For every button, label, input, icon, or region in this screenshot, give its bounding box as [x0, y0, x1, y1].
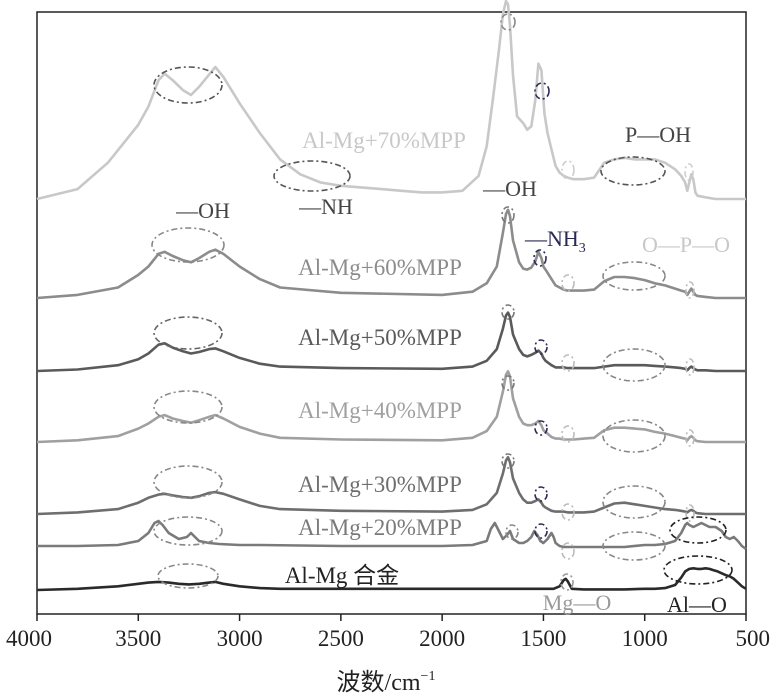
annotation-al-o: Al—O [667, 592, 727, 617]
peak-marker-ellipse-10 [602, 261, 666, 291]
x-axis-title: 波数/cm−1 [337, 669, 436, 696]
annotation-mg-o: Mg—O [543, 590, 611, 615]
peak-marker-ellipse-38 [663, 555, 733, 585]
peak-marker-ellipse-17 [561, 354, 575, 372]
x-axis-tick-labels: 4000 3500 3000 2500 2000 1500 1000 500 [6, 626, 770, 651]
x-tick-label-2500: 2500 [318, 626, 364, 651]
peak-marker-ellipse-11 [561, 274, 575, 292]
series-label-20: Al-Mg+20%MPP [298, 515, 462, 540]
peak-marker-ellipse-21 [534, 420, 548, 436]
series-label-alloy: Al-Mg 合金 [285, 563, 399, 588]
annotation-o-p-o: O—P—O [642, 232, 730, 257]
series-label-70: Al-Mg+70%MPP [302, 128, 466, 153]
peak-marker-ellipse-3 [600, 156, 666, 186]
series-label-50: Al-Mg+50%MPP [298, 325, 462, 350]
peak-marker-ellipse-27 [534, 486, 548, 502]
peak-marker-ellipse-2 [534, 82, 550, 100]
peak-marker-ellipse-25 [153, 465, 223, 499]
series-line-0 [36, 0, 746, 201]
annotation-oh-2: —OH [175, 198, 230, 223]
x-tick-label-1000: 1000 [622, 626, 668, 651]
x-axis-ticks [36, 614, 747, 621]
peak-marker-ellipse-1 [500, 13, 516, 31]
peak-marker-ellipse-4 [273, 160, 351, 192]
peak-marker-ellipse-9 [533, 249, 547, 267]
x-tick-label-4000: 4000 [6, 626, 52, 651]
peak-marker-ellipse-23 [561, 425, 575, 443]
series-label-60: Al-Mg+60%MPP [298, 255, 462, 280]
peak-marker-ellipse-19 [153, 390, 223, 424]
x-axis-title-sup: −1 [421, 669, 436, 684]
peak-marker-ellipse-30 [685, 504, 695, 522]
peak-marker-ellipse-36 [561, 542, 575, 560]
series-line-1 [36, 208, 746, 300]
peak-marker-ellipse-29 [561, 503, 575, 521]
peak-marker-ellipse-6 [684, 163, 694, 181]
peak-marker-ellipse-39 [560, 573, 574, 591]
series-line-4 [36, 456, 746, 516]
series-line-6 [36, 567, 747, 592]
x-tick-label-3500: 3500 [115, 626, 161, 651]
x-tick-label-3000: 3000 [217, 626, 263, 651]
peak-marker-ellipse-8 [501, 206, 515, 224]
annotation-nh3-main: —NH [524, 226, 579, 251]
peak-marker-ellipse-0 [153, 66, 223, 104]
annotation-p-oh: P—OH [625, 122, 691, 147]
x-axis-title-text: 波数/cm [337, 669, 421, 696]
peak-marker-ellipse-14 [501, 304, 515, 320]
peak-marker-ellipse-16 [602, 348, 666, 382]
peak-marker-ellipse-18 [685, 358, 695, 376]
x-tick-label-500: 500 [736, 626, 771, 651]
peak-marker-ellipse-15 [534, 339, 548, 355]
peak-marker-ellipse-33 [534, 523, 548, 539]
peak-marker-ellipse-32 [505, 524, 519, 540]
peak-marker-ellipse-7 [151, 227, 225, 263]
annotation-nh: —NH [298, 194, 353, 219]
annotation-oh-1: —OH [482, 176, 537, 201]
annotation-nh3-sub: 3 [579, 241, 586, 256]
peak-marker-ellipse-37 [157, 563, 219, 589]
peak-marker-ellipse-26 [501, 453, 515, 469]
x-tick-label-2000: 2000 [419, 626, 465, 651]
peak-marker-ellipse-28 [602, 485, 666, 519]
plot-frame [36, 11, 747, 615]
peak-marker-ellipse-31 [153, 516, 223, 546]
peak-marker-ellipse-35 [669, 516, 727, 544]
series-label-30: Al-Mg+30%MPP [298, 472, 462, 497]
annotation-nh3: —NH3 [524, 226, 586, 256]
peak-marker-ellipse-13 [153, 316, 223, 350]
ellipse-markers [151, 13, 733, 591]
x-tick-label-1500: 1500 [520, 626, 566, 651]
peak-marker-ellipse-5 [561, 160, 575, 180]
peak-marker-ellipse-22 [602, 419, 666, 453]
spectra-group [36, 0, 747, 592]
series-label-40: Al-Mg+40%MPP [298, 398, 462, 423]
peak-marker-ellipse-34 [602, 531, 666, 561]
peak-marker-ellipse-20 [501, 375, 515, 391]
peak-marker-ellipse-12 [685, 281, 695, 299]
peak-marker-ellipse-24 [685, 429, 695, 447]
